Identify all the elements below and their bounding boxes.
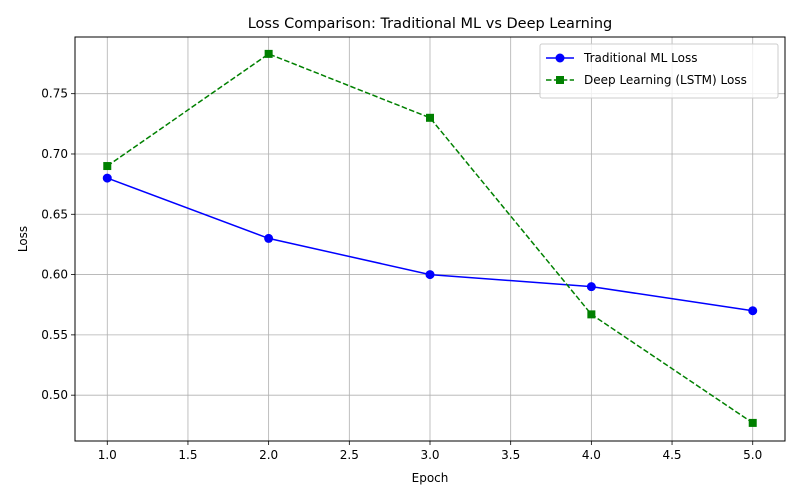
- legend-box: [539, 43, 779, 99]
- y-tick-label: 0.70: [41, 147, 68, 161]
- series-2-point: [103, 162, 112, 171]
- y-axis-label: Loss: [16, 226, 30, 252]
- series-2: [103, 49, 757, 427]
- x-tick-label: 3.0: [420, 448, 439, 462]
- series-1-point: [586, 282, 596, 292]
- x-tick-label: 1.0: [98, 448, 117, 462]
- series-1-point: [748, 306, 758, 316]
- y-tick-label: 0.60: [41, 268, 68, 282]
- legend: Traditional ML Loss Deep Learning (LSTM) …: [539, 43, 779, 99]
- legend-marker: [555, 53, 565, 63]
- series-2-line: [106, 53, 754, 424]
- series-2-point: [426, 113, 434, 122]
- series-layer: [102, 49, 758, 427]
- grid-lines: [75, 37, 785, 441]
- series-1-point: [425, 270, 435, 280]
- series-2-point: [264, 49, 273, 58]
- x-tick-label: 3.5: [501, 448, 520, 462]
- x-tick-label: 2.5: [340, 448, 359, 462]
- legend-item: Deep Learning (LSTM) Loss: [546, 73, 747, 87]
- x-tick-label: 4.0: [582, 448, 601, 462]
- legend-label: Deep Learning (LSTM) Loss: [584, 73, 747, 87]
- x-axis-ticks: 1.0 1.5 2.0 2.5 3.0 3.5 4.0 4.5 5.0: [98, 441, 762, 462]
- chart-title: Loss Comparison: Traditional ML vs Deep …: [248, 16, 613, 32]
- x-tick-label: 4.5: [662, 448, 681, 462]
- series-1-point: [102, 173, 112, 183]
- y-tick-label: 0.50: [41, 388, 68, 402]
- x-tick-label: 2.0: [259, 448, 278, 462]
- series-2-point: [587, 310, 596, 319]
- series-1: [102, 173, 758, 316]
- legend-label: Traditional ML Loss: [583, 51, 697, 65]
- legend-item: Traditional ML Loss: [546, 51, 697, 65]
- x-axis-label: Epoch: [412, 471, 449, 485]
- y-tick-label: 0.75: [41, 87, 68, 101]
- y-tick-label: 0.65: [41, 207, 68, 221]
- x-tick-label: 5.0: [743, 448, 762, 462]
- legend-marker: [556, 76, 564, 84]
- y-tick-label: 0.55: [41, 328, 68, 342]
- series-1-point: [264, 233, 274, 243]
- x-tick-label: 1.5: [178, 448, 197, 462]
- series-2-point: [748, 418, 757, 427]
- y-axis-ticks: 0.50 0.55 0.60 0.65 0.70 0.75: [41, 87, 75, 402]
